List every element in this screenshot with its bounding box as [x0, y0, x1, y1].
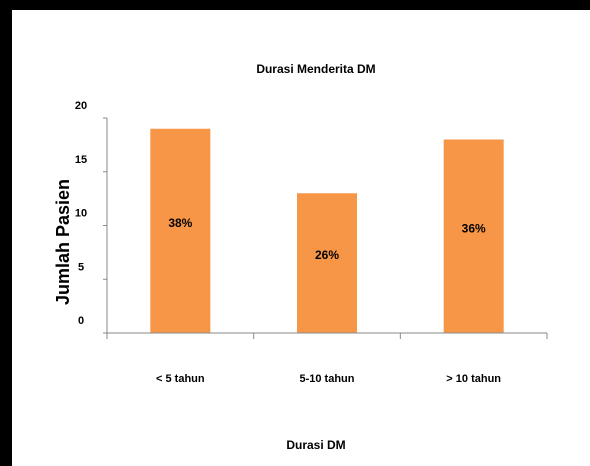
- data-label-1: 26%: [315, 248, 339, 262]
- data-label-0: 38%: [168, 216, 192, 230]
- y-tick-label-4: 20: [75, 100, 87, 112]
- y-ticks: [103, 117, 107, 334]
- frame-border-left: [0, 0, 12, 466]
- y-axis-label: Jumlah Pasien: [53, 179, 73, 305]
- frame-border-top: [0, 0, 590, 10]
- bar-1: [297, 193, 357, 333]
- y-tick-label-0: 0: [78, 315, 84, 327]
- y-tick-label-1: 5: [78, 261, 84, 273]
- y-tick-label-2: 10: [75, 208, 87, 220]
- x-axis-label: Durasi DM: [286, 438, 345, 452]
- bar-0: [150, 128, 211, 333]
- data-label-2: 36%: [462, 221, 486, 235]
- x-tick-labels: < 5 tahun 5-10 tahun > 10 tahun: [156, 373, 501, 385]
- x-ticks: [106, 333, 548, 339]
- y-tick-label-3: 15: [75, 154, 87, 166]
- bar-2: [443, 139, 504, 333]
- x-tick-label-2: > 10 tahun: [446, 373, 501, 385]
- data-labels: 38% 26% 36%: [168, 216, 486, 262]
- bars-group: [150, 128, 504, 333]
- chart-title: Durasi Menderita DM: [256, 62, 375, 76]
- x-tick-label-0: < 5 tahun: [156, 373, 205, 385]
- y-tick-labels: 0 5 10 15 20: [75, 100, 87, 327]
- x-tick-label-1: 5-10 tahun: [299, 373, 354, 385]
